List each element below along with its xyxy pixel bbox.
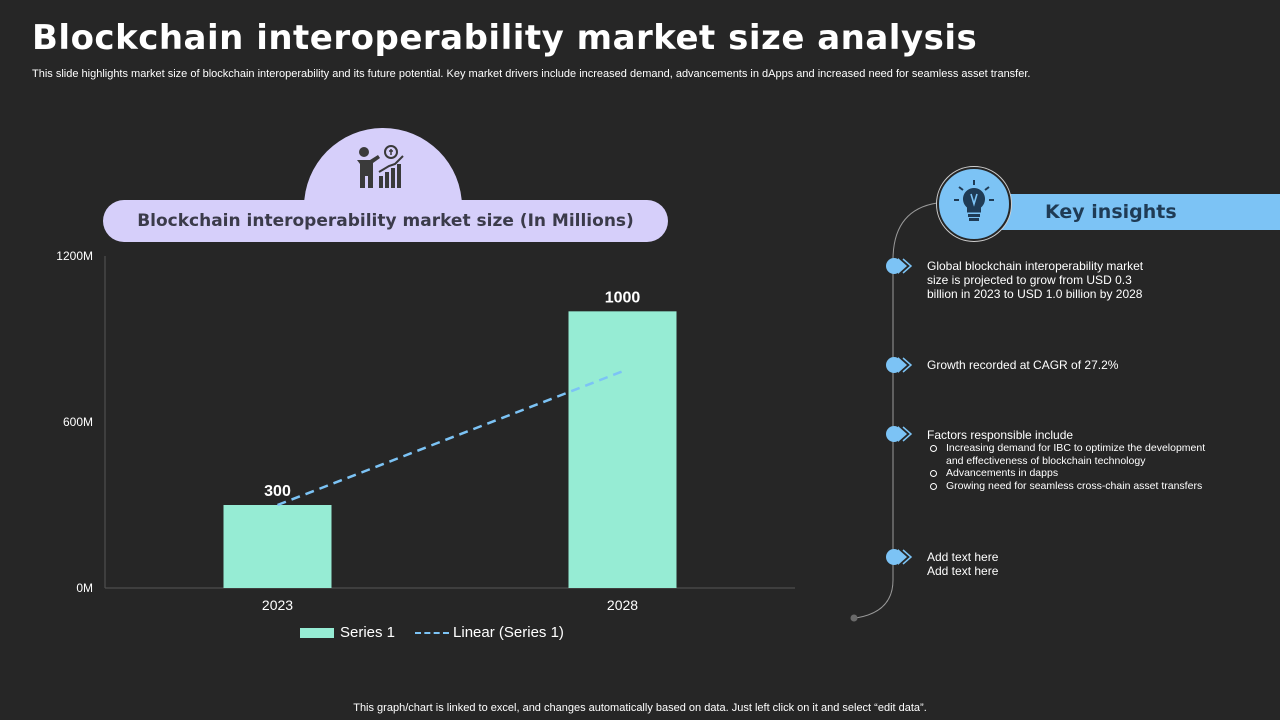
bar[interactable]: [568, 311, 677, 588]
chart-heading: Blockchain interoperability market size …: [103, 200, 668, 242]
key-insights-title: Key insights: [1045, 201, 1177, 223]
insight-placeholder-text[interactable]: Add text here: [927, 564, 999, 578]
y-tick-label: 1200M: [56, 249, 93, 263]
legend-series-label: Series 1: [340, 624, 396, 641]
page-title: Blockchain interoperability market size …: [32, 18, 978, 58]
legend-trend-swatch: [415, 631, 450, 634]
insight-bullet-icon: [886, 258, 913, 274]
insight-bullet-icon: [886, 426, 913, 442]
insight-text: Factors responsible include: [927, 428, 1074, 442]
y-tick-label: 0M: [76, 581, 93, 595]
insight-item-2: Growth recorded at CAGR of 27.2%: [927, 358, 1227, 372]
x-tick-label: 2028: [607, 597, 638, 613]
insight-text: Global blockchain interoperability marke…: [927, 259, 1144, 301]
trendline: [277, 370, 623, 507]
lightbulb-icon: [954, 180, 994, 221]
lightbulb-icon-badge: [937, 167, 1011, 241]
insight-subitem: Advancements in dapps: [930, 467, 1227, 480]
x-tick-label: 2023: [262, 597, 293, 613]
insight-item-1: Global blockchain interoperability marke…: [927, 259, 1152, 301]
insight-subitem: Growing need for seamless cross-chain as…: [930, 480, 1227, 493]
y-tick-label: 600M: [63, 415, 93, 429]
insight-subitems: Increasing demand for IBC to optimize th…: [927, 442, 1227, 492]
insight-item-4[interactable]: Add text here Add text here: [927, 550, 1127, 578]
insight-bullet-icon: [886, 549, 913, 565]
legend-series-swatch: [300, 627, 334, 638]
insight-bullet-icon: [886, 357, 913, 373]
page-subtitle: This slide highlights market size of blo…: [32, 68, 1031, 80]
bar-chart[interactable]: 0M 600M 1200M 300 2023 1000 2028: [0, 0, 820, 620]
insight-item-3: Factors responsible include Increasing d…: [927, 428, 1227, 492]
insight-placeholder-text[interactable]: Add text here: [927, 550, 999, 564]
footer-note: This graph/chart is linked to excel, and…: [353, 702, 927, 714]
insight-subitem: Increasing demand for IBC to optimize th…: [930, 442, 1216, 467]
presenter-growth-chart-icon: [357, 145, 404, 188]
bar-data-label: 300: [264, 483, 291, 500]
legend-trend-label: Linear (Series 1): [453, 624, 564, 641]
insight-text: Growth recorded at CAGR of 27.2%: [927, 358, 1119, 372]
key-insights-banner: Key insights: [990, 194, 1280, 230]
bar[interactable]: [223, 505, 332, 588]
bar-data-label: 1000: [605, 289, 641, 306]
chart-legend: Series 1 Linear (Series 1): [300, 624, 564, 641]
